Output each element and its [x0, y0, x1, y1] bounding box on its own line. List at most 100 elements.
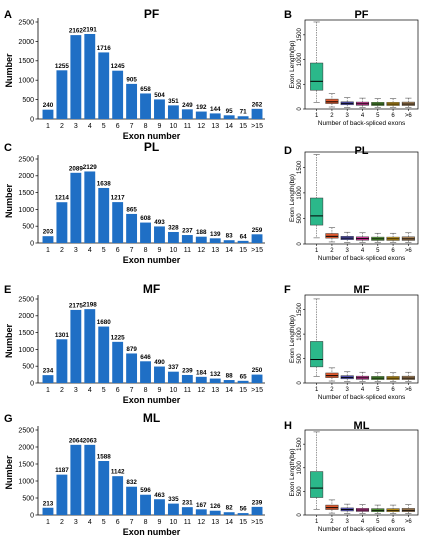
data-label: 1301 — [55, 332, 70, 339]
data-label: 337 — [168, 364, 179, 371]
data-label: 65 — [240, 373, 248, 380]
x-tick-label: 7 — [130, 247, 134, 254]
x-tick-label: 9 — [158, 123, 162, 130]
data-label: 2198 — [83, 302, 98, 309]
data-label: 1638 — [97, 180, 112, 187]
x-tick-label: 4 — [88, 123, 92, 130]
x-tick-label: 1 — [315, 113, 319, 119]
data-label: 463 — [154, 492, 165, 499]
x-tick-label: 3 — [74, 387, 78, 394]
bar — [237, 380, 249, 383]
data-label: 95 — [226, 108, 234, 115]
bar — [223, 115, 235, 119]
x-tick-label: 4 — [88, 247, 92, 254]
bar — [98, 326, 110, 383]
y-tick-label: 0 — [297, 107, 303, 111]
panel-letter: A — [4, 9, 12, 21]
bar — [237, 240, 249, 243]
x-tick-label: 1 — [315, 387, 319, 393]
data-label: 1214 — [55, 195, 70, 202]
plot-frame — [304, 19, 419, 110]
x-tick-label: 1 — [46, 519, 50, 526]
bar — [42, 236, 54, 243]
x-tick-label: 3 — [74, 519, 78, 526]
x-tick-label: >15 — [251, 123, 263, 130]
bar — [112, 70, 124, 119]
data-label: 879 — [126, 346, 137, 353]
data-label: 1217 — [111, 195, 126, 202]
y-tick-label: 1500 — [18, 190, 34, 197]
data-label: 1245 — [111, 63, 126, 70]
y-tick-label: 1000 — [297, 327, 303, 341]
bar — [167, 371, 179, 383]
y-tick-label: 500 — [297, 213, 303, 224]
x-tick-label: 4 — [361, 387, 365, 393]
x-tick-label: 5 — [102, 519, 106, 526]
x-tick-label: 14 — [225, 123, 233, 130]
bar — [223, 512, 235, 515]
bar — [223, 240, 235, 243]
x-tick-label: >15 — [251, 247, 263, 254]
data-label: 213 — [43, 500, 54, 507]
data-label: 596 — [140, 487, 151, 494]
x-tick-label: 5 — [376, 248, 380, 254]
x-tick-label: 1 — [315, 248, 319, 254]
x-tick-label: 11 — [184, 387, 191, 394]
y-tick-label: 1000 — [297, 460, 303, 474]
bar — [98, 187, 110, 243]
bar — [209, 238, 221, 243]
y-tick-label: 2500 — [18, 427, 34, 434]
bar — [84, 33, 96, 120]
y-tick-label: 500 — [22, 495, 34, 502]
x-tick-label: >6 — [405, 387, 413, 393]
x-axis-label: Exon number — [123, 527, 181, 537]
x-tick-label: 2 — [60, 247, 64, 254]
box — [325, 233, 339, 239]
x-tick-label: 7 — [130, 519, 134, 526]
data-label: 262 — [252, 101, 263, 108]
bar — [84, 444, 96, 515]
data-label: 504 — [154, 92, 165, 99]
x-tick-label: 5 — [102, 247, 106, 254]
bar-chart-ml: G ML05001000150020002500Number21311187220… — [4, 411, 265, 537]
bar — [112, 202, 124, 243]
y-tick-label: 1000 — [18, 207, 34, 214]
y-axis-label: Exon Length(bp) — [289, 174, 296, 222]
panel-letter: H — [284, 420, 292, 432]
data-label: 2162 — [69, 28, 84, 35]
x-tick-label: 12 — [197, 247, 205, 254]
y-tick-label: 1500 — [18, 330, 34, 337]
data-label: 1187 — [55, 467, 69, 474]
box — [310, 341, 324, 368]
x-tick-label: 11 — [184, 519, 191, 526]
x-tick-label: 2 — [60, 387, 64, 394]
x-tick-label: 8 — [144, 247, 148, 254]
y-axis-label: Exon Length(bp) — [289, 40, 296, 88]
x-tick-label: 11 — [184, 247, 191, 254]
data-label: 1716 — [97, 45, 112, 52]
bar — [70, 35, 82, 120]
bar — [98, 52, 110, 119]
box — [310, 471, 324, 498]
bar — [251, 506, 263, 515]
x-tick-label: 3 — [346, 387, 350, 393]
y-tick-label: 0 — [297, 242, 303, 246]
chart-title: MF — [354, 284, 370, 296]
bar — [140, 494, 151, 515]
y-tick-label: 500 — [297, 486, 303, 497]
x-axis-label: Number of back-spliced exons — [318, 120, 406, 127]
y-axis-label: Exon Length(bp) — [289, 315, 296, 363]
x-tick-label: 3 — [74, 247, 78, 254]
bar — [126, 353, 138, 383]
data-label: 88 — [226, 373, 234, 380]
chart-title: ML — [354, 420, 370, 432]
y-axis-label: Number — [4, 53, 14, 88]
data-label: 865 — [126, 206, 137, 213]
x-tick-label: 9 — [158, 387, 162, 394]
bar — [167, 503, 179, 515]
x-tick-label: 15 — [239, 519, 247, 526]
data-label: 832 — [126, 479, 137, 486]
x-tick-label: 13 — [211, 123, 219, 130]
bar — [223, 380, 235, 383]
